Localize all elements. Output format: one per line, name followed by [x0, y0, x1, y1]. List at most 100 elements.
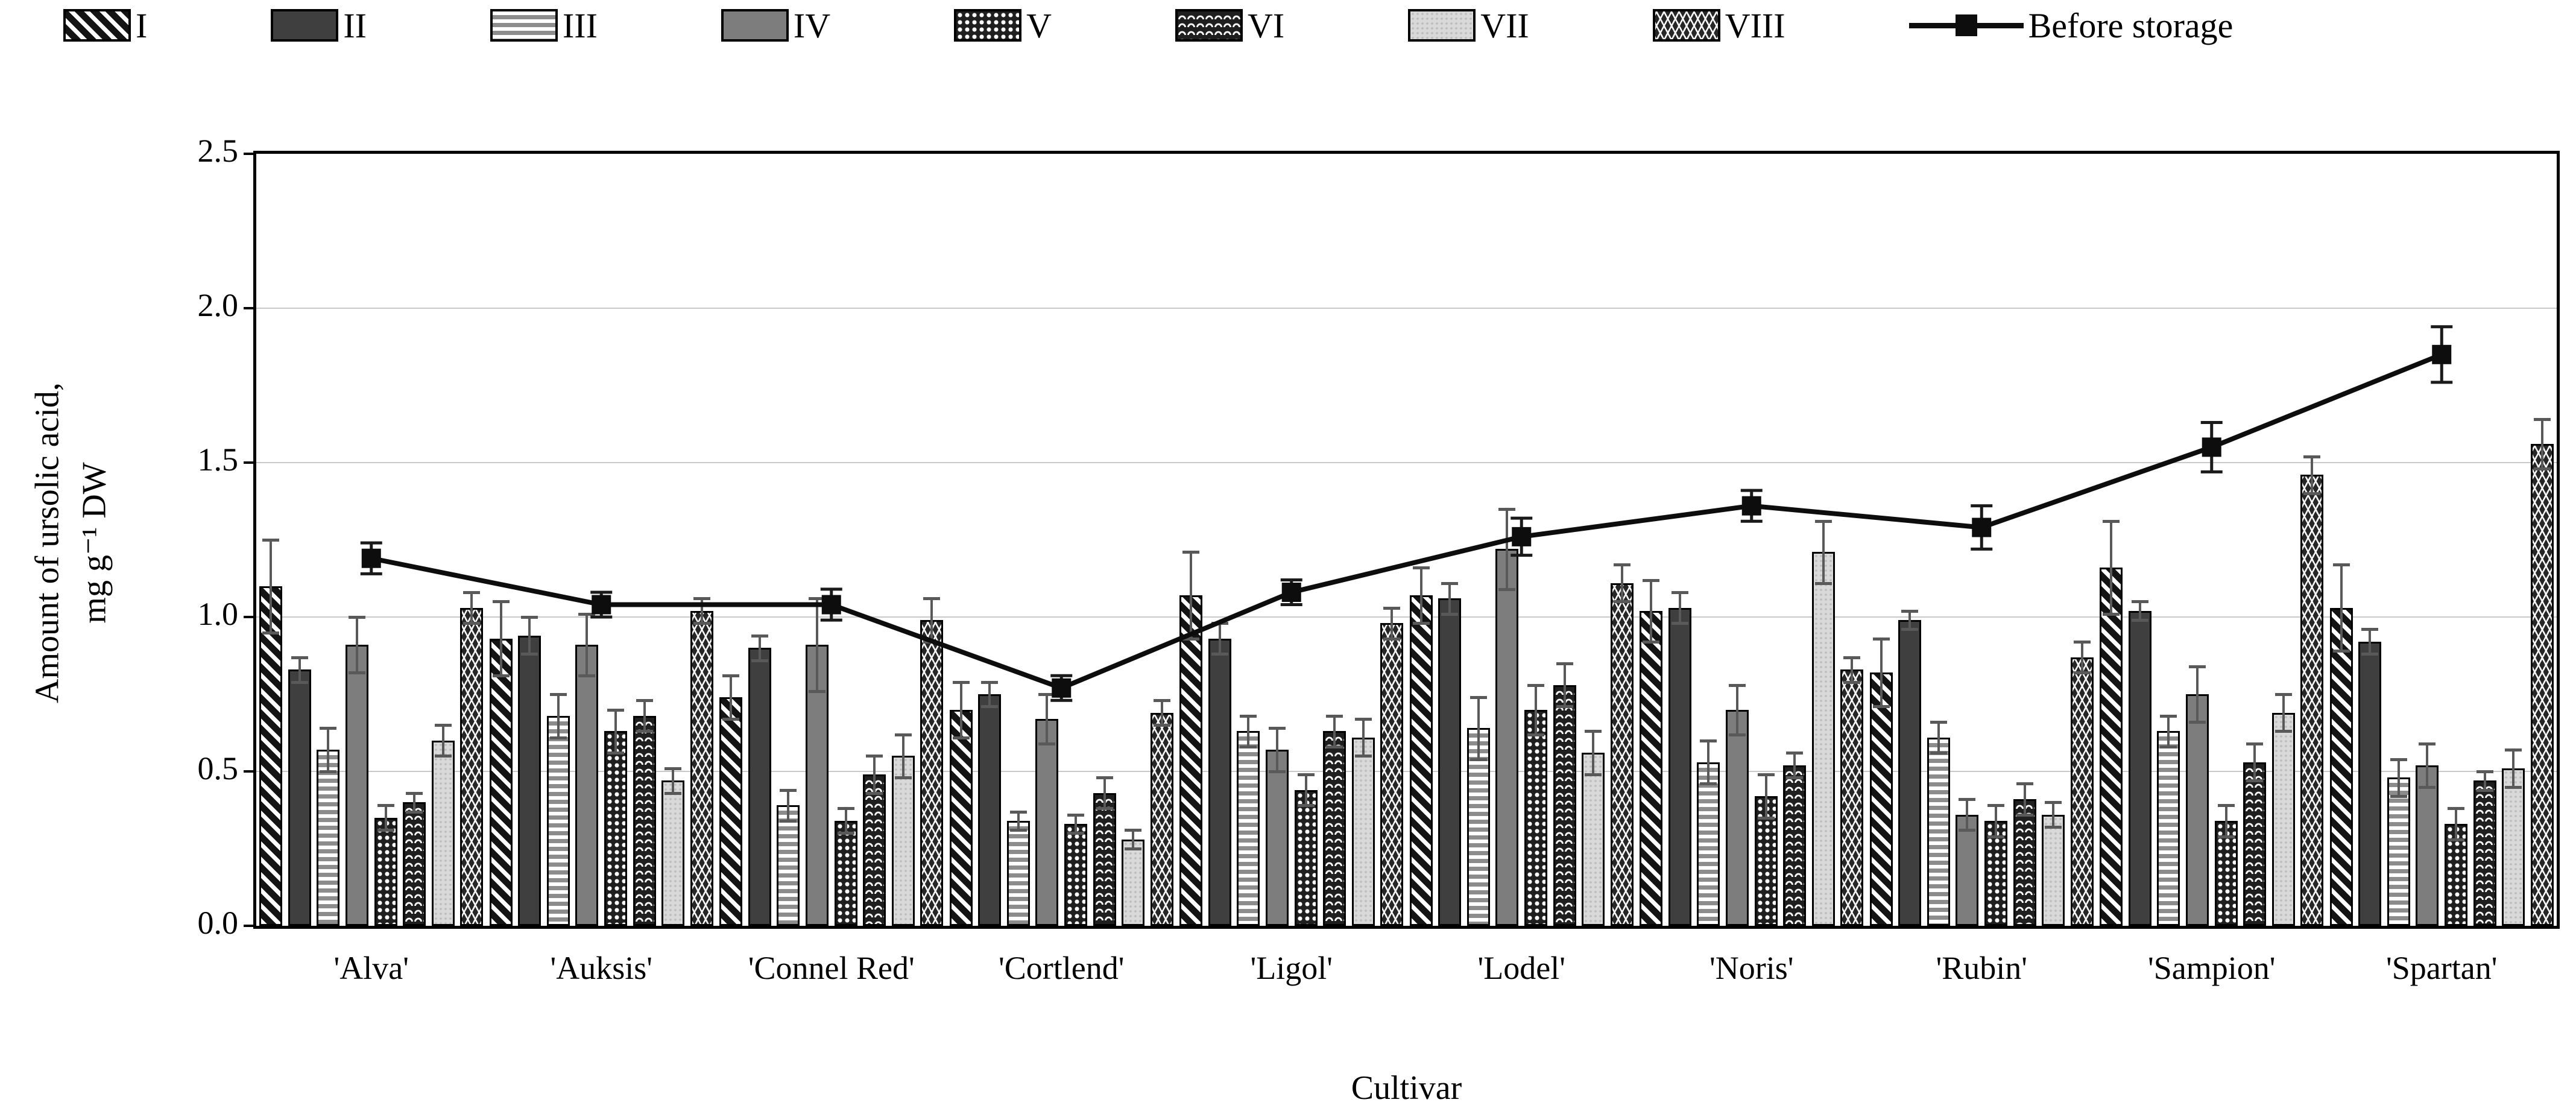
error-bar-II-3: [988, 682, 991, 707]
error-cap-bottom: [2160, 745, 2177, 749]
error-bar-I-1: [499, 601, 502, 676]
error-cap-top: [320, 727, 337, 730]
gridline: [256, 462, 2557, 463]
error-cap-top: [262, 539, 280, 542]
legend-item-V: V: [954, 5, 1052, 46]
error-bar-V-0: [384, 805, 387, 831]
bar-II-5: [1438, 598, 1462, 926]
error-cap-bottom: [1814, 581, 1832, 585]
legend-label-before-storage: Before storage: [2028, 5, 2233, 45]
error-bar-VI-9: [2483, 771, 2486, 790]
bar-VI-1: [633, 715, 656, 926]
bar-IV-0: [345, 645, 368, 926]
error-bar-V-2: [844, 808, 847, 834]
error-bar-VI-1: [643, 700, 646, 732]
error-cap-top: [348, 616, 365, 619]
error-bar-IV-1: [586, 613, 589, 676]
error-cap-bottom: [2275, 730, 2292, 733]
error-cap-top: [1182, 551, 1200, 554]
bar-VI-4: [1323, 731, 1346, 926]
gridline: [256, 771, 2557, 772]
error-cap-bottom: [780, 819, 797, 823]
error-bar-V-9: [2455, 808, 2458, 840]
error-cap-top: [1038, 693, 1056, 696]
bar-I-1: [489, 638, 513, 926]
error-cap-top: [2476, 770, 2493, 773]
legend-swatch-II-icon: [271, 9, 339, 42]
error-cap-bottom: [492, 674, 510, 678]
bar-II-1: [518, 635, 541, 926]
y-axis-title-line1: Amount of ursolic acid,: [28, 382, 66, 703]
error-cap-bottom: [521, 653, 538, 656]
error-cap-bottom: [866, 791, 883, 795]
bar-VIII-3: [1150, 712, 1173, 926]
error-cap-top: [1843, 656, 1861, 659]
legend-item-VIII: VIII: [1652, 5, 1785, 46]
bar-I-9: [2329, 607, 2353, 926]
bar-VIII-8: [2300, 475, 2324, 926]
x-category-label-7: 'Rubin': [1936, 950, 2027, 986]
y-tick-mark: [244, 616, 253, 618]
error-cap-bottom: [1556, 705, 1573, 709]
error-cap-bottom: [348, 671, 365, 675]
error-cap-top: [1211, 622, 1228, 625]
error-bar-VIII-9: [2540, 419, 2543, 469]
error-cap-top: [2246, 742, 2264, 745]
error-bar-IV-6: [1735, 685, 1738, 735]
error-cap-bottom: [2016, 813, 2033, 817]
error-bar-II-1: [528, 617, 531, 654]
error-cap-bottom: [578, 674, 596, 678]
bar-V-1: [604, 731, 628, 926]
legend-item-III: III: [490, 5, 598, 46]
error-cap-top: [2016, 782, 2033, 786]
error-cap-top: [1125, 829, 1142, 832]
error-bar-I-7: [1880, 638, 1883, 707]
gridline: [256, 616, 2557, 618]
error-bar-II-2: [758, 635, 761, 660]
error-cap-bottom: [1643, 640, 1660, 644]
bar-I-8: [2100, 568, 2123, 926]
bar-IV-3: [1035, 718, 1059, 926]
line-marker-9: [2432, 344, 2452, 364]
error-bar-V-1: [614, 709, 617, 753]
error-cap-bottom: [722, 717, 740, 721]
error-cap-top: [434, 724, 452, 727]
error-cap-top: [2045, 801, 2062, 805]
error-cap-top: [1326, 714, 1343, 718]
bar-III-8: [2157, 731, 2180, 926]
error-cap-bottom: [923, 640, 941, 644]
error-cap-bottom: [1498, 587, 1516, 591]
bar-VI-8: [2243, 762, 2267, 926]
y-tick-mark: [244, 461, 253, 464]
bar-VII-6: [1811, 552, 1835, 926]
error-cap-top: [1901, 609, 1919, 613]
legend-swatch-VII-icon: [1408, 9, 1476, 42]
error-cap-bottom: [2533, 467, 2551, 471]
x-category-label-6: 'Noris': [1709, 950, 1794, 986]
bar-I-3: [949, 709, 973, 926]
error-cap-top: [1470, 696, 1487, 700]
error-bar-VIII-3: [1160, 700, 1163, 726]
bar-IV-4: [1265, 750, 1289, 926]
error-cap-bottom: [2073, 671, 2091, 675]
error-bar-VI-5: [1563, 663, 1566, 707]
bar-VIII-7: [2070, 657, 2094, 926]
y-tick-mark: [244, 770, 253, 773]
bar-III-1: [546, 715, 570, 926]
error-cap-top: [1412, 566, 1430, 570]
error-cap-top: [1987, 804, 2005, 808]
legend-label-VII: VII: [1480, 5, 1529, 45]
error-cap-top: [1498, 507, 1516, 511]
y-axis-title-line2: mg g⁻¹ DW: [76, 462, 113, 624]
legend-item-before-storage: Before storage: [1908, 5, 2233, 46]
error-cap-bottom: [1153, 724, 1170, 727]
error-cap-bottom: [2419, 785, 2436, 789]
error-cap-top: [923, 597, 941, 601]
error-bar-III-5: [1477, 697, 1480, 759]
error-cap-bottom: [1268, 770, 1286, 773]
error-bar-III-1: [557, 694, 560, 738]
bar-VI-0: [403, 802, 426, 926]
bar-II-4: [1208, 638, 1231, 926]
error-cap-bottom: [1326, 745, 1343, 749]
bar-II-0: [288, 669, 311, 926]
